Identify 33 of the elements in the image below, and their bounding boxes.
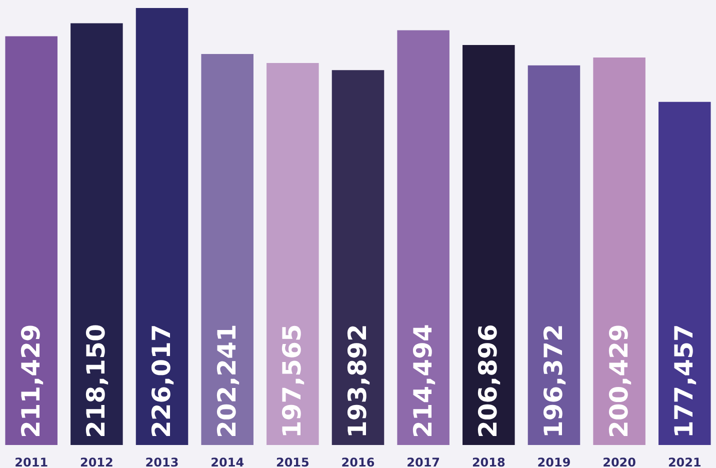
x-tick-label: 2011 — [14, 456, 48, 468]
data-label: 177,457 — [670, 324, 699, 438]
x-tick-label: 2021 — [668, 456, 702, 468]
bar — [201, 54, 254, 445]
x-tick-label: 2015 — [276, 456, 310, 468]
data-label: 196,372 — [538, 324, 568, 438]
bar — [70, 23, 123, 445]
bar — [593, 57, 646, 445]
data-label: 211,429 — [16, 324, 46, 438]
x-tick-label: 2016 — [341, 456, 375, 468]
bar — [462, 44, 515, 445]
data-label: 206,896 — [474, 324, 503, 438]
bar — [266, 63, 319, 445]
x-tick-label: 2020 — [602, 456, 636, 468]
data-label: 202,241 — [212, 324, 242, 438]
data-label: 214,494 — [408, 324, 438, 438]
data-label: 226,017 — [147, 324, 176, 438]
x-tick-label: 2017 — [406, 456, 440, 468]
bar — [658, 102, 711, 445]
data-label: 218,150 — [82, 324, 111, 438]
data-label: 200,429 — [604, 324, 634, 438]
bar — [528, 65, 580, 445]
bar — [332, 70, 384, 445]
bar — [5, 36, 58, 445]
x-tick-label: 2014 — [210, 456, 244, 468]
x-tick-label: 2012 — [80, 456, 114, 468]
x-tick-label: 2019 — [537, 456, 571, 468]
bar — [397, 30, 450, 445]
x-tick-label: 2018 — [472, 456, 506, 468]
data-label: 197,565 — [278, 324, 307, 438]
bar — [136, 8, 188, 445]
data-label: 193,892 — [343, 324, 372, 438]
x-tick-label: 2013 — [145, 456, 179, 468]
